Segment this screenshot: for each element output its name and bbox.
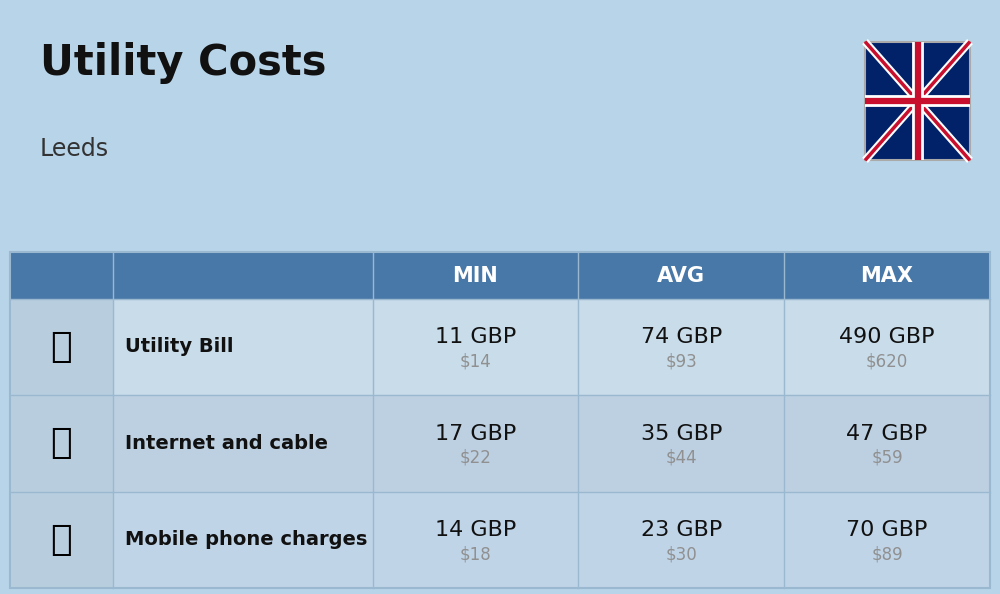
Text: AVG: AVG <box>657 266 705 286</box>
Text: 490 GBP: 490 GBP <box>839 327 935 347</box>
Text: Utility Costs: Utility Costs <box>40 42 326 84</box>
Text: 47 GBP: 47 GBP <box>846 424 928 444</box>
Text: 📱: 📱 <box>51 523 72 557</box>
Text: Utility Bill: Utility Bill <box>125 337 233 356</box>
Bar <box>10 492 113 588</box>
Text: Internet and cable: Internet and cable <box>125 434 328 453</box>
Text: $14: $14 <box>460 352 491 371</box>
Text: MAX: MAX <box>861 266 914 286</box>
Bar <box>10 492 990 588</box>
Text: Mobile phone charges: Mobile phone charges <box>125 530 367 549</box>
Text: 14 GBP: 14 GBP <box>435 520 516 540</box>
Text: $93: $93 <box>665 352 697 371</box>
Text: $18: $18 <box>460 545 491 563</box>
Text: 70 GBP: 70 GBP <box>846 520 928 540</box>
Text: 35 GBP: 35 GBP <box>641 424 722 444</box>
Text: Leeds: Leeds <box>40 137 109 160</box>
Text: 74 GBP: 74 GBP <box>641 327 722 347</box>
Text: 🔧: 🔧 <box>51 330 72 364</box>
Text: 17 GBP: 17 GBP <box>435 424 516 444</box>
Text: 📶: 📶 <box>51 426 72 460</box>
Bar <box>10 299 990 395</box>
Text: $59: $59 <box>871 449 903 467</box>
Bar <box>10 395 990 492</box>
Bar <box>10 395 113 492</box>
Text: $44: $44 <box>665 449 697 467</box>
Text: 11 GBP: 11 GBP <box>435 327 516 347</box>
Bar <box>10 299 113 395</box>
Bar <box>10 252 990 588</box>
Text: $30: $30 <box>665 545 697 563</box>
Bar <box>865 42 970 160</box>
Text: MIN: MIN <box>453 266 498 286</box>
Bar <box>10 252 990 299</box>
Text: $620: $620 <box>866 352 908 371</box>
Text: $22: $22 <box>460 449 491 467</box>
Text: 23 GBP: 23 GBP <box>641 520 722 540</box>
Text: $89: $89 <box>871 545 903 563</box>
